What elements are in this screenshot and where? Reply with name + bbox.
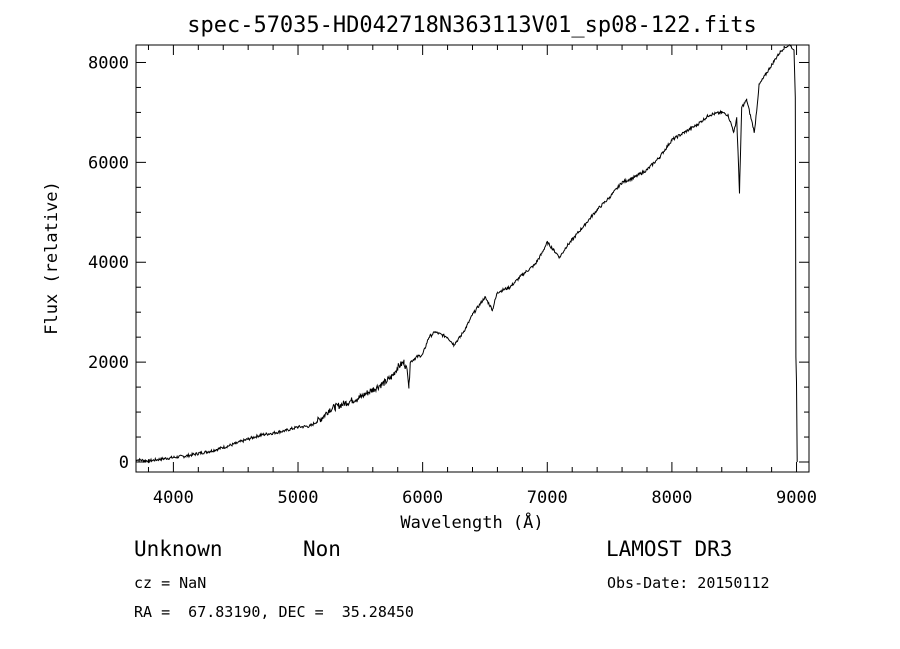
y-axis-label: Flux (relative) (42, 181, 62, 335)
y-tick-label: 4000 (88, 253, 129, 273)
spectrum-line (135, 44, 798, 464)
x-tick-label: 5000 (278, 488, 319, 508)
y-tick-label: 2000 (88, 353, 129, 373)
x-tick-label: 8000 (651, 488, 692, 508)
y-tick-label: 0 (119, 453, 129, 473)
chart-title: spec-57035-HD042718N363113V01_sp08-122.f… (187, 13, 757, 38)
observation-date: Obs-Date: 20150112 (607, 574, 770, 592)
y-tick-label: 6000 (88, 153, 129, 173)
redshift-value: cz = NaN (134, 574, 207, 592)
x-tick-label: 7000 (527, 488, 568, 508)
spectral-subclass: Non (303, 537, 341, 561)
coordinates: RA = 67.83190, DEC = 35.28450 (134, 603, 414, 621)
y-tick-label: 8000 (88, 53, 129, 73)
x-tick-label: 4000 (153, 488, 194, 508)
x-tick-label: 6000 (402, 488, 443, 508)
plot-frame (135, 44, 810, 473)
survey-name: LAMOST DR3 (606, 537, 733, 561)
x-tick-label: 9000 (776, 488, 817, 508)
x-axis-label: Wavelength (Å) (400, 511, 543, 533)
spectral-class: Unknown (134, 537, 223, 561)
